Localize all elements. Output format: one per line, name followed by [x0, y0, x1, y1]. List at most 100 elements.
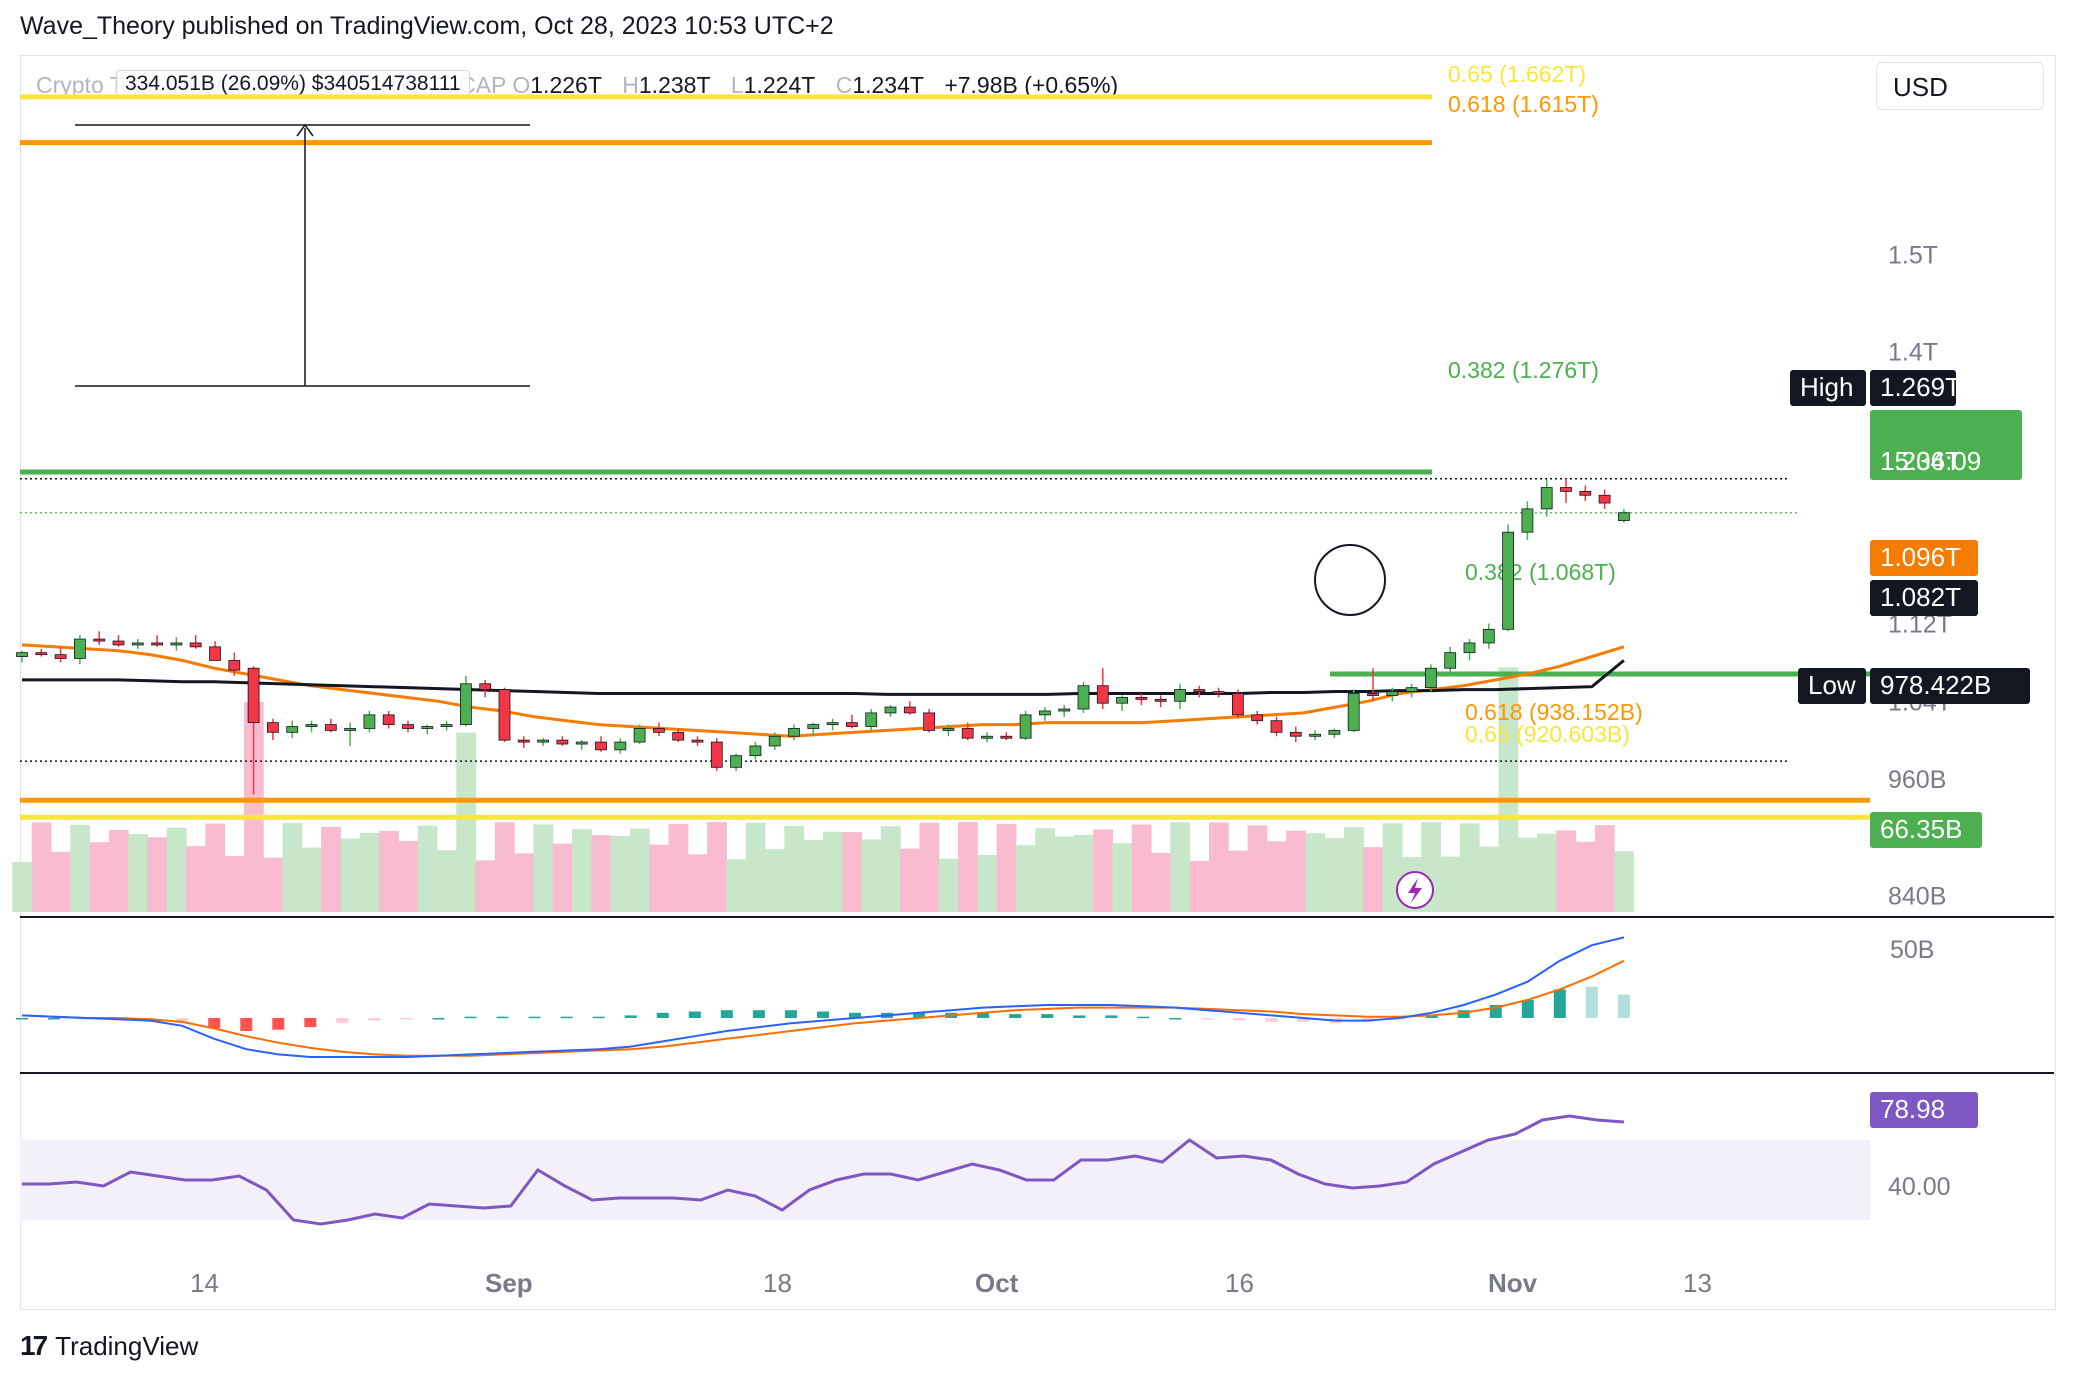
candle-body	[788, 728, 800, 737]
candle-body	[556, 739, 569, 745]
candle-body	[1502, 531, 1514, 630]
ema-black-line	[22, 659, 1625, 696]
fib-level-label: 0.618 (938.152B)	[1465, 699, 1643, 725]
candle-body	[498, 689, 511, 741]
volume-bar	[1459, 823, 1480, 912]
volume-bar	[629, 828, 650, 912]
volume-bar	[977, 854, 998, 912]
fib-level-label: 0.65 (1.662T)	[1448, 61, 1586, 87]
candle-body	[1116, 696, 1128, 704]
volume-bar	[707, 822, 727, 912]
macd-histogram-bar	[1169, 1018, 1182, 1020]
volume-bar	[147, 837, 168, 912]
volume-bar	[1324, 838, 1345, 912]
macd-line	[21, 936, 1625, 1058]
volume-bar	[572, 829, 592, 912]
candle-body	[382, 714, 395, 725]
time-axis-label: 14	[190, 1268, 219, 1298]
fib-level-label: 0.618 (1.615T)	[1448, 91, 1599, 117]
candle-body	[324, 724, 337, 731]
candle-body	[517, 739, 530, 743]
time-axis-label: 16	[1225, 1268, 1254, 1298]
candle-body	[440, 724, 453, 727]
candle-body	[595, 741, 607, 751]
price-tick-label: 960B	[1888, 766, 1946, 794]
volume-bar	[1228, 850, 1249, 912]
volume-bar	[31, 822, 52, 912]
volume-bar	[186, 846, 206, 912]
volume-bar	[1286, 830, 1306, 912]
time-axis-label: Nov	[1488, 1268, 1538, 1298]
candle-body	[151, 642, 164, 646]
macd-histogram-bar	[656, 1012, 669, 1018]
macd-histogram-bar	[592, 1016, 605, 1019]
candle-body	[807, 724, 820, 729]
candle-body	[865, 712, 878, 727]
volume-bar	[1537, 833, 1557, 912]
rsi-band	[20, 1140, 1870, 1220]
candle-body	[1560, 487, 1572, 492]
close-value: 1.234T	[852, 72, 924, 98]
candle-body	[1077, 685, 1090, 710]
candle-body	[981, 735, 993, 739]
fib-level-label: 0.65 (920.603B)	[1465, 721, 1630, 747]
volume-bar	[128, 834, 148, 912]
volume-bar	[1131, 824, 1152, 912]
candle-body	[363, 714, 376, 729]
candle-body	[961, 728, 974, 739]
candle-body	[903, 706, 916, 714]
volume-bar	[70, 824, 91, 912]
macd-histogram-bar	[176, 1018, 189, 1024]
volume-bar	[1093, 829, 1113, 912]
candle-body	[247, 667, 260, 724]
volume-bar	[1305, 833, 1326, 912]
volume-bar	[610, 836, 631, 912]
volume-bar	[417, 825, 438, 912]
candle-body	[1598, 494, 1611, 504]
macd-histogram-bar	[1201, 1018, 1214, 1020]
volume-bar	[282, 823, 303, 912]
volume-bar	[591, 835, 612, 912]
price-tick-label: 1.4T	[1888, 338, 1938, 366]
time-axis-label: 13	[1683, 1268, 1712, 1298]
low-marker-value-bg	[1870, 668, 2030, 704]
candle-body	[131, 642, 144, 646]
fib-level-label: 0.382 (1.276T)	[1448, 357, 1599, 383]
last-price-value: 1.234T	[1880, 446, 1961, 476]
volume-bar	[996, 823, 1017, 912]
macd-histogram-bar	[1137, 1016, 1150, 1019]
volume-bar	[1170, 822, 1191, 912]
candle-body	[228, 660, 241, 671]
candle-body	[402, 724, 414, 729]
volume-bar	[340, 838, 361, 912]
macd-histogram-bar	[1553, 989, 1566, 1018]
volume-bar	[533, 824, 554, 912]
tradingview-brand[interactable]: 17 TradingView	[20, 1330, 198, 1362]
volume-bar	[649, 844, 670, 912]
candle-body	[1367, 693, 1379, 696]
volume-bar	[50, 851, 71, 912]
volume-bar	[1517, 837, 1538, 912]
candle-body	[691, 739, 704, 743]
candle-body	[1521, 508, 1534, 533]
candle-body	[305, 724, 318, 727]
macd-histogram-bar	[240, 1018, 253, 1031]
volume-bar	[668, 824, 689, 912]
volume-bar	[861, 839, 882, 912]
open-label: O	[512, 72, 531, 98]
candle-body	[1347, 693, 1360, 731]
currency-selector[interactable]: USD	[1876, 62, 2044, 110]
volume-bar	[475, 860, 496, 912]
macd-histogram-bar	[1009, 1014, 1022, 1018]
macd-histogram-bar	[624, 1015, 637, 1018]
candle-body	[1251, 714, 1264, 722]
candle-body	[730, 755, 742, 768]
macd-histogram-bar	[913, 1012, 926, 1018]
candle-body	[286, 726, 299, 733]
volume-bar	[359, 832, 380, 912]
close-label: C	[835, 72, 853, 98]
price-tick-label: 1.5T	[1888, 241, 1938, 269]
candle-body	[1039, 710, 1051, 716]
candle-body	[826, 722, 839, 726]
